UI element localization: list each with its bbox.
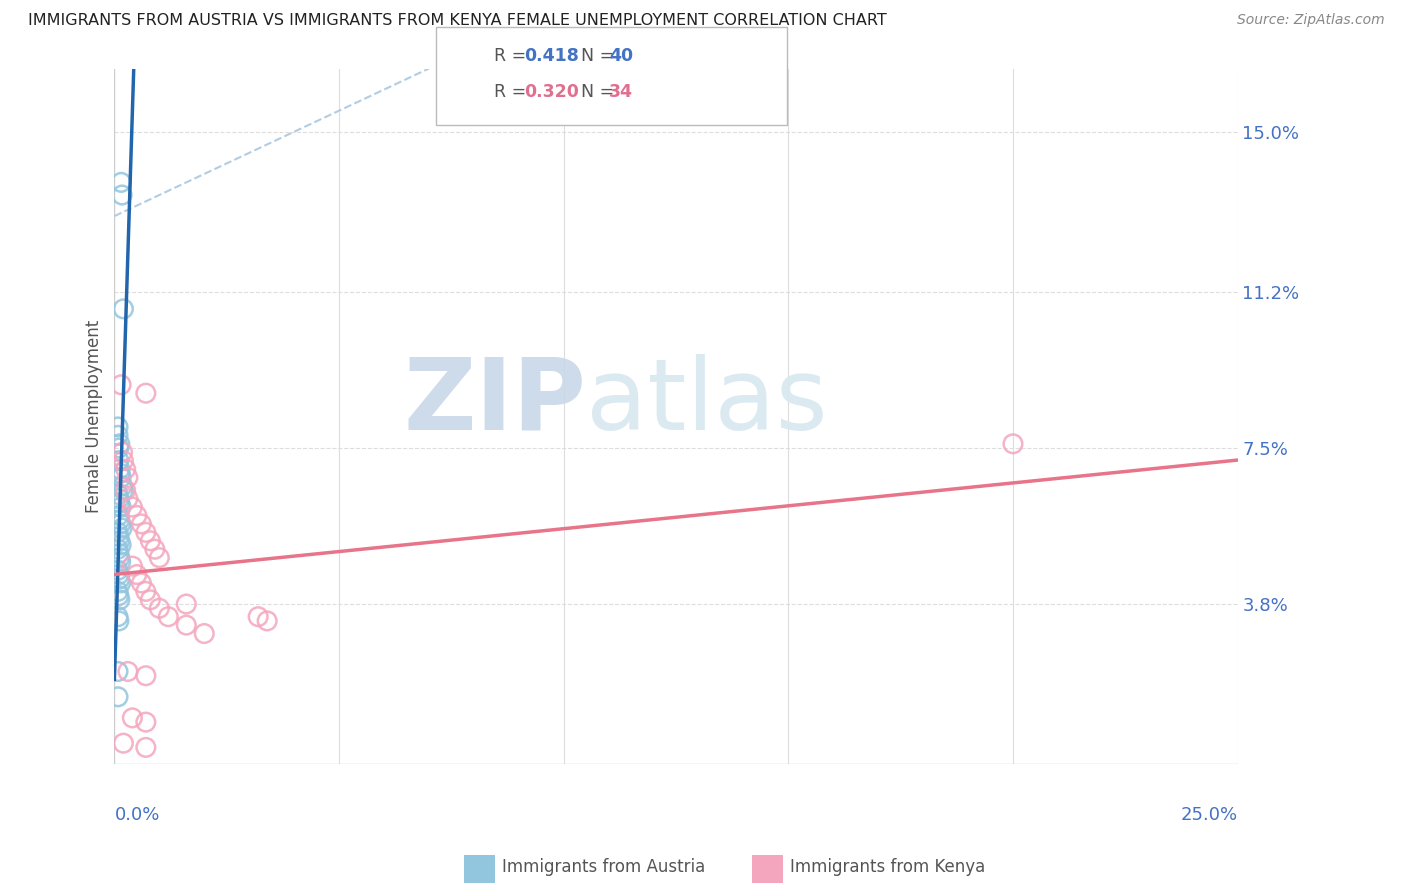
Point bbox=[108, 437, 131, 451]
Point bbox=[108, 462, 131, 476]
Point bbox=[107, 487, 129, 501]
Point bbox=[148, 601, 170, 615]
Point bbox=[108, 533, 131, 548]
Point bbox=[256, 614, 278, 628]
Point bbox=[121, 500, 143, 514]
Point bbox=[125, 567, 148, 582]
Text: 34: 34 bbox=[609, 83, 633, 101]
Point bbox=[107, 428, 129, 442]
Point bbox=[107, 609, 129, 624]
Point bbox=[121, 711, 143, 725]
Point bbox=[110, 377, 132, 392]
Point bbox=[107, 665, 129, 679]
Point bbox=[108, 491, 131, 506]
Point bbox=[135, 386, 157, 401]
Point bbox=[121, 559, 143, 574]
Point bbox=[108, 508, 131, 523]
Point bbox=[135, 584, 157, 599]
Point bbox=[143, 542, 166, 557]
Point bbox=[139, 533, 162, 548]
Point bbox=[135, 669, 157, 683]
Point bbox=[108, 567, 131, 582]
Point bbox=[108, 453, 131, 467]
Point bbox=[110, 555, 132, 569]
Text: atlas: atlas bbox=[586, 354, 828, 451]
Point bbox=[247, 609, 270, 624]
Point bbox=[176, 618, 198, 632]
Point bbox=[110, 576, 132, 591]
Point bbox=[110, 516, 132, 531]
Text: Immigrants from Austria: Immigrants from Austria bbox=[502, 858, 706, 876]
Text: 0.0%: 0.0% bbox=[114, 806, 160, 824]
Text: N =: N = bbox=[581, 47, 620, 65]
Point bbox=[139, 592, 162, 607]
Point bbox=[108, 592, 131, 607]
Point bbox=[108, 589, 131, 603]
Point bbox=[107, 542, 129, 557]
Point bbox=[108, 530, 131, 544]
Point bbox=[135, 525, 157, 540]
Point bbox=[148, 550, 170, 565]
Y-axis label: Female Unemployment: Female Unemployment bbox=[86, 319, 103, 513]
Text: 40: 40 bbox=[609, 47, 633, 65]
Point bbox=[117, 491, 139, 506]
Text: 0.320: 0.320 bbox=[524, 83, 579, 101]
Point bbox=[135, 715, 157, 730]
Point bbox=[131, 576, 153, 591]
Point bbox=[193, 626, 215, 640]
Point bbox=[110, 467, 132, 481]
Point bbox=[112, 301, 135, 316]
Point bbox=[108, 496, 131, 510]
Point bbox=[135, 740, 157, 755]
Point bbox=[131, 516, 153, 531]
Point bbox=[1001, 437, 1024, 451]
Point bbox=[107, 563, 129, 577]
Text: ZIP: ZIP bbox=[404, 354, 586, 451]
Point bbox=[111, 521, 134, 535]
Point bbox=[108, 550, 131, 565]
Point bbox=[111, 479, 134, 493]
Text: 25.0%: 25.0% bbox=[1181, 806, 1237, 824]
Text: IMMIGRANTS FROM AUSTRIA VS IMMIGRANTS FROM KENYA FEMALE UNEMPLOYMENT CORRELATION: IMMIGRANTS FROM AUSTRIA VS IMMIGRANTS FR… bbox=[28, 13, 887, 29]
Point bbox=[107, 420, 129, 434]
Point bbox=[114, 462, 136, 476]
Text: Source: ZipAtlas.com: Source: ZipAtlas.com bbox=[1237, 13, 1385, 28]
Text: 0.418: 0.418 bbox=[524, 47, 579, 65]
Point bbox=[112, 453, 135, 467]
Text: R =: R = bbox=[494, 47, 531, 65]
Text: N =: N = bbox=[581, 83, 620, 101]
Point bbox=[111, 188, 134, 202]
Text: Immigrants from Kenya: Immigrants from Kenya bbox=[790, 858, 986, 876]
Point bbox=[157, 609, 180, 624]
Point bbox=[110, 470, 132, 484]
Point bbox=[110, 500, 132, 514]
Point bbox=[112, 736, 135, 750]
Point bbox=[110, 175, 132, 189]
Point bbox=[176, 597, 198, 611]
Point bbox=[108, 614, 131, 628]
Point bbox=[112, 483, 135, 498]
Point bbox=[108, 441, 131, 455]
Point bbox=[107, 690, 129, 704]
Point bbox=[107, 584, 129, 599]
Point bbox=[110, 538, 132, 552]
Point bbox=[117, 470, 139, 484]
Point bbox=[111, 445, 134, 459]
Point bbox=[108, 513, 131, 527]
Point bbox=[107, 525, 129, 540]
Point bbox=[117, 665, 139, 679]
Point bbox=[125, 508, 148, 523]
Point bbox=[108, 572, 131, 586]
Text: R =: R = bbox=[494, 83, 531, 101]
Point bbox=[114, 483, 136, 498]
Point bbox=[108, 546, 131, 560]
